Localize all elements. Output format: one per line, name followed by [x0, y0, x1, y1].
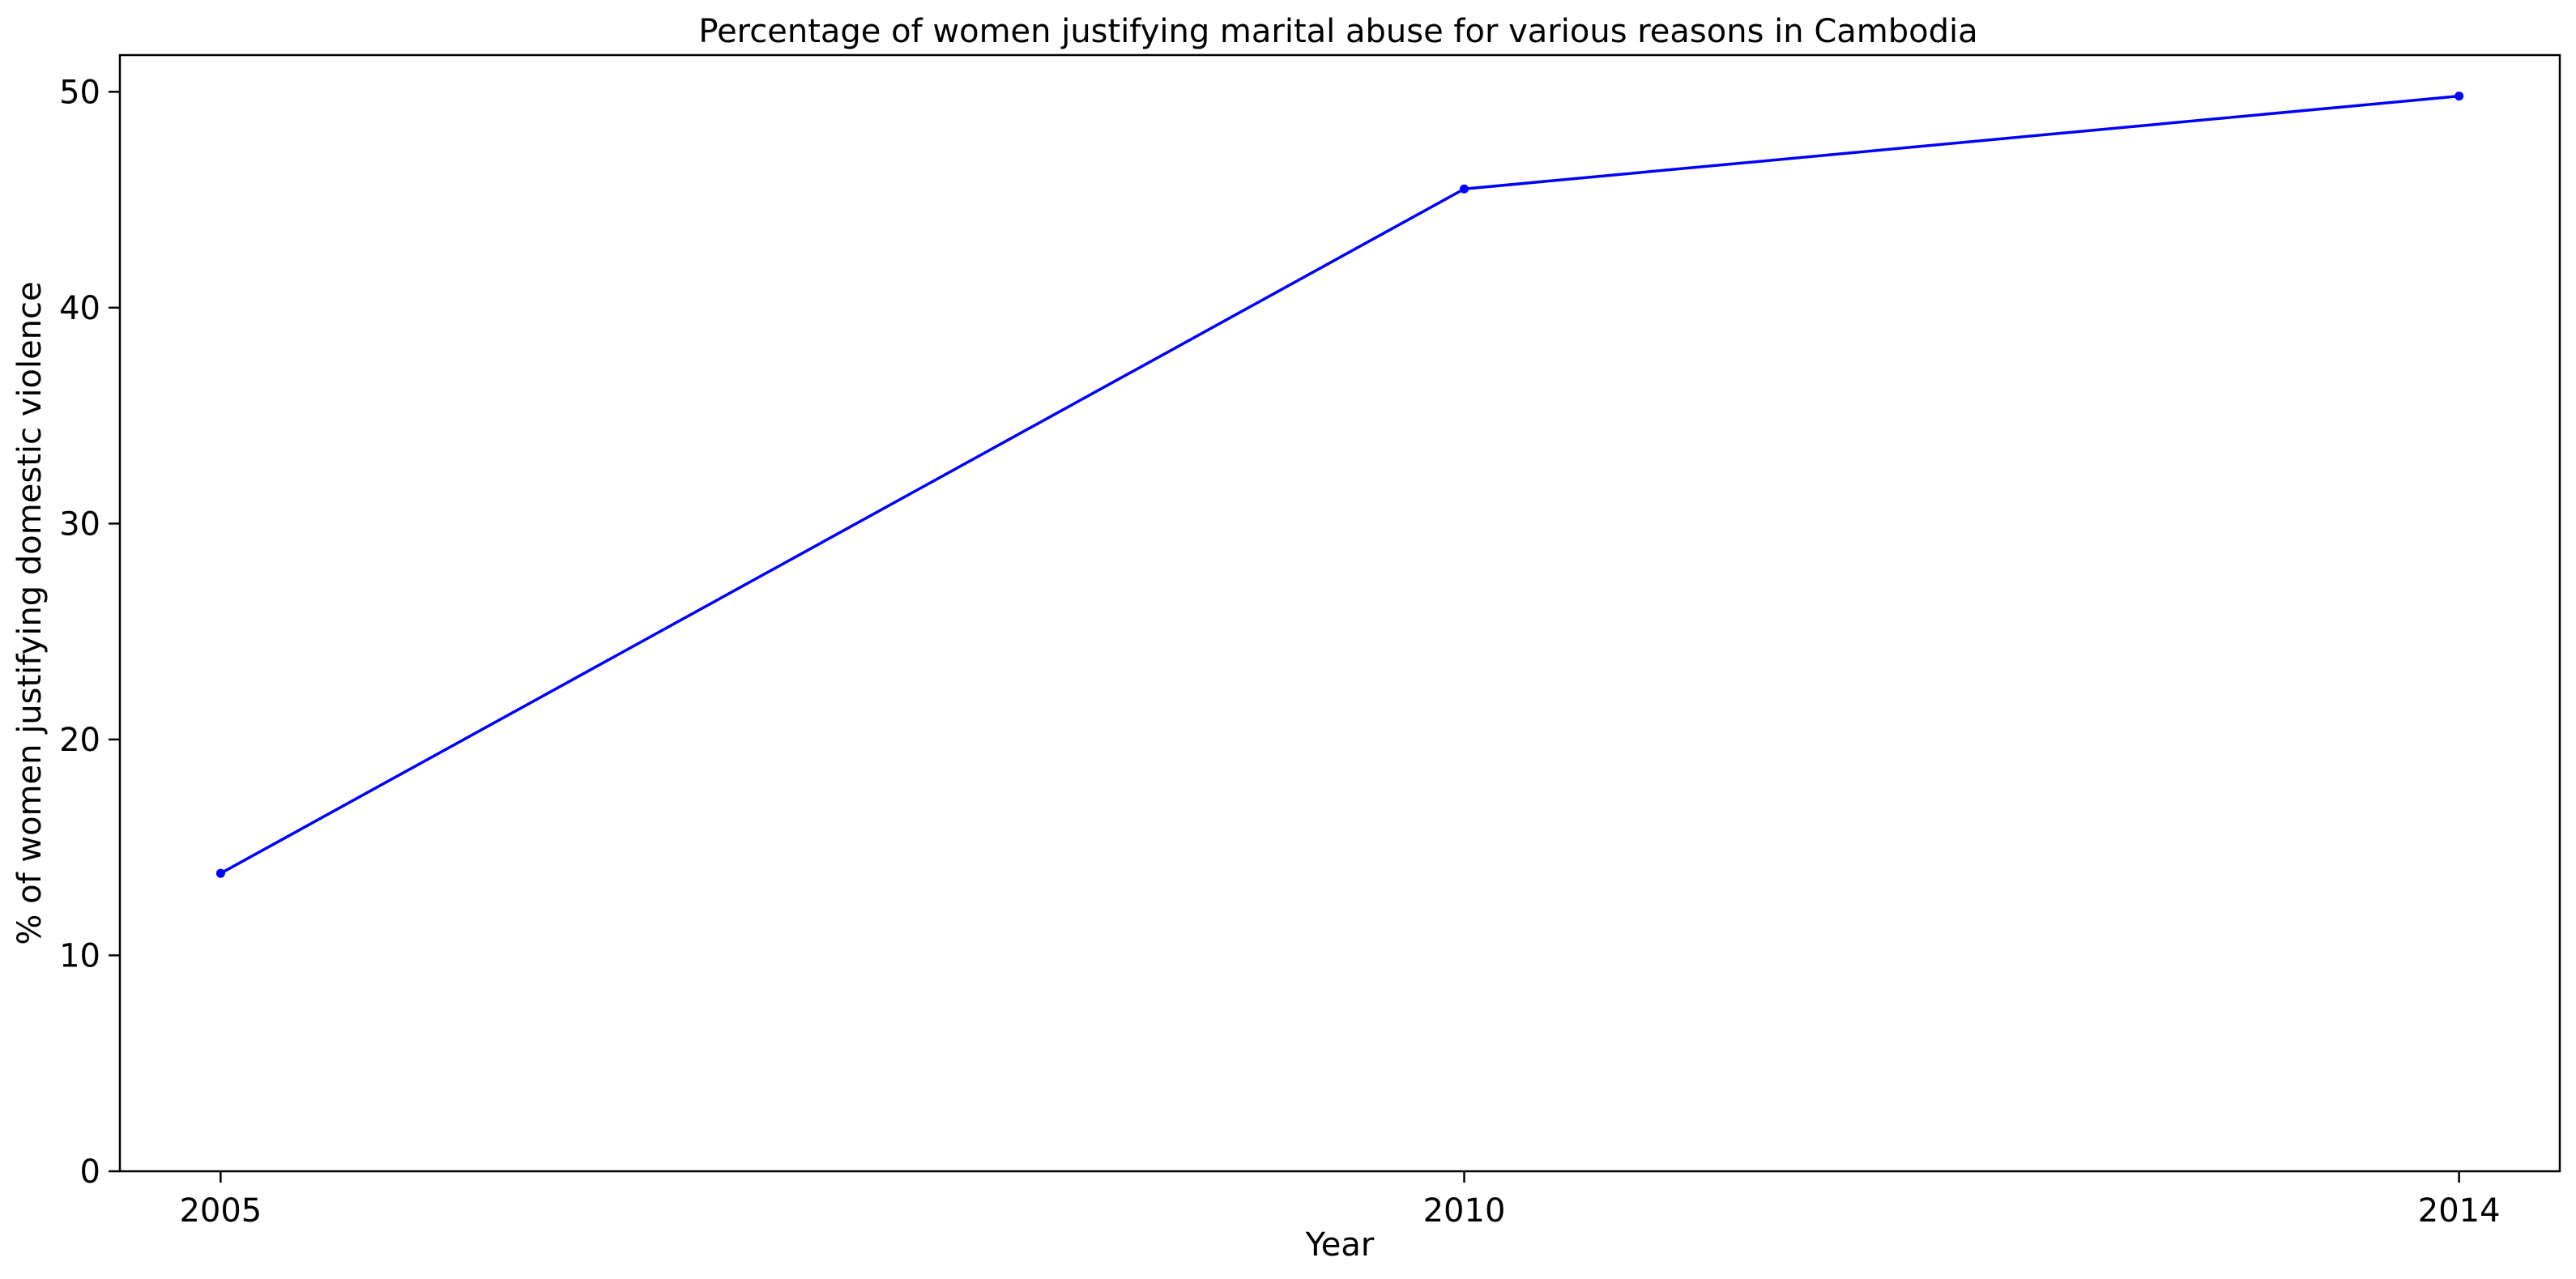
y-axis-label: % of women justifying domestic violence [11, 281, 49, 944]
series-line [220, 94, 2459, 875]
chart-title: Percentage of women justifying marital a… [698, 13, 1977, 50]
y-tick-label: 10 [59, 937, 100, 974]
y-tick-label: 40 [59, 290, 100, 327]
data-point [2454, 92, 2464, 101]
x-axis-ticks: 2005 2010 2014 [179, 1171, 2501, 1230]
x-tick-label: 2010 [1423, 1192, 1506, 1230]
y-axis-ticks: 0 10 20 30 40 50 [59, 74, 120, 1191]
y-tick-label: 50 [59, 74, 100, 111]
series-layer [215, 92, 2464, 878]
data-point [215, 868, 225, 878]
x-tick-label: 2014 [2418, 1192, 2501, 1230]
x-axis-label: Year [1305, 1226, 1375, 1264]
plot-area-frame [118, 53, 2561, 1173]
y-tick-label: 20 [59, 722, 100, 759]
data-point [1460, 184, 1469, 194]
x-tick-label: 2005 [179, 1192, 262, 1230]
y-tick-label: 30 [59, 505, 100, 543]
y-tick-label: 0 [80, 1153, 100, 1191]
